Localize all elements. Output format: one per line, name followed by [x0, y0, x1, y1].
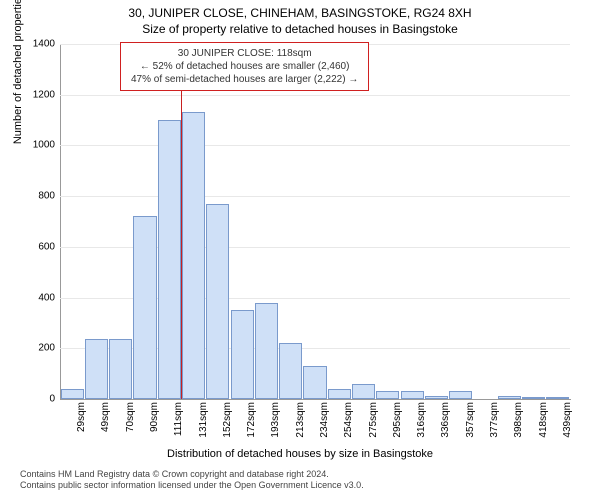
- x-tick-label: 234sqm: [319, 402, 330, 442]
- y-tick-label: 600: [15, 241, 55, 252]
- x-tick-label: 172sqm: [246, 402, 257, 442]
- footer-line-1: Contains HM Land Registry data © Crown c…: [20, 469, 580, 481]
- x-tick-label: 90sqm: [149, 402, 160, 442]
- x-tick-label: 336sqm: [440, 402, 451, 442]
- bar: [425, 396, 448, 399]
- bar: [546, 397, 569, 399]
- callout-line-3: 47% of semi-detached houses are larger (…: [131, 73, 358, 86]
- footer-text: Contains HM Land Registry data © Crown c…: [20, 469, 580, 492]
- y-tick-label: 400: [15, 292, 55, 303]
- callout-box: 30 JUNIPER CLOSE: 118sqm ← 52% of detach…: [120, 42, 369, 91]
- bar: [85, 339, 108, 399]
- bar: [206, 204, 229, 399]
- x-tick-label: 29sqm: [76, 402, 87, 442]
- plot-area: 020040060080010001200140029sqm49sqm70sqm…: [60, 44, 570, 399]
- y-tick-label: 800: [15, 191, 55, 202]
- x-tick-label: 377sqm: [489, 402, 500, 442]
- x-tick-label: 49sqm: [100, 402, 111, 442]
- page-title-2: Size of property relative to detached ho…: [0, 20, 600, 36]
- x-tick-label: 275sqm: [368, 402, 379, 442]
- bar: [498, 396, 521, 399]
- page-title-1: 30, JUNIPER CLOSE, CHINEHAM, BASINGSTOKE…: [0, 0, 600, 20]
- footer-line-2: Contains public sector information licen…: [20, 480, 580, 492]
- bar: [61, 389, 84, 399]
- bar: [158, 120, 181, 399]
- x-axis-title: Distribution of detached houses by size …: [0, 448, 600, 460]
- x-tick-label: 152sqm: [222, 402, 233, 442]
- y-axis-title: Number of detached properties: [12, 0, 24, 144]
- y-tick-label: 0: [15, 394, 55, 405]
- y-tick-label: 1400: [15, 39, 55, 50]
- x-tick-label: 254sqm: [343, 402, 354, 442]
- x-tick-label: 357sqm: [465, 402, 476, 442]
- bar: [303, 366, 326, 399]
- y-tick-label: 1200: [15, 89, 55, 100]
- callout-line-2: ← 52% of detached houses are smaller (2,…: [131, 60, 358, 73]
- bar: [522, 397, 545, 399]
- bar: [133, 216, 156, 399]
- gridline: [60, 196, 570, 197]
- x-tick-label: 111sqm: [173, 402, 184, 442]
- x-tick-label: 193sqm: [270, 402, 281, 442]
- x-tick-label: 131sqm: [198, 402, 209, 442]
- marker-line: [181, 85, 182, 399]
- bar: [109, 339, 132, 399]
- x-tick-label: 418sqm: [538, 402, 549, 442]
- bar: [231, 310, 254, 399]
- bar: [401, 391, 424, 399]
- x-tick-label: 316sqm: [416, 402, 427, 442]
- x-tick-label: 295sqm: [392, 402, 403, 442]
- gridline: [60, 145, 570, 146]
- gridline: [60, 95, 570, 96]
- bar: [182, 112, 205, 399]
- bar: [279, 343, 302, 399]
- y-tick-label: 200: [15, 343, 55, 354]
- callout-line-1: 30 JUNIPER CLOSE: 118sqm: [131, 47, 358, 60]
- bar: [255, 303, 278, 399]
- x-tick-label: 398sqm: [513, 402, 524, 442]
- bar: [352, 384, 375, 399]
- x-tick-label: 213sqm: [295, 402, 306, 442]
- bar: [449, 391, 472, 399]
- x-tick-label: 439sqm: [562, 402, 573, 442]
- bar: [328, 389, 351, 399]
- y-tick-label: 1000: [15, 140, 55, 151]
- bar: [376, 391, 399, 399]
- x-tick-label: 70sqm: [125, 402, 136, 442]
